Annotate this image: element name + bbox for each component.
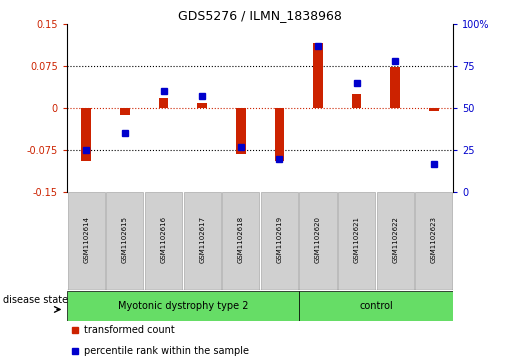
- Bar: [261, 192, 298, 290]
- Bar: [67, 291, 299, 321]
- Bar: [236, 108, 246, 154]
- Text: GSM1102614: GSM1102614: [83, 216, 89, 263]
- Bar: [390, 68, 400, 108]
- Text: GSM1102619: GSM1102619: [277, 216, 282, 263]
- Bar: [299, 291, 453, 321]
- Bar: [352, 94, 362, 108]
- Text: GSM1102621: GSM1102621: [354, 216, 359, 263]
- Text: GSM1102615: GSM1102615: [122, 216, 128, 263]
- Text: transformed count: transformed count: [84, 325, 175, 335]
- Bar: [313, 43, 323, 108]
- Bar: [106, 192, 143, 290]
- Bar: [120, 108, 130, 115]
- Bar: [376, 192, 414, 290]
- Text: Myotonic dystrophy type 2: Myotonic dystrophy type 2: [117, 301, 248, 311]
- Bar: [338, 192, 375, 290]
- Bar: [222, 192, 259, 290]
- Bar: [429, 108, 439, 111]
- Bar: [274, 108, 284, 162]
- Bar: [81, 108, 91, 162]
- Text: GSM1102622: GSM1102622: [392, 216, 398, 263]
- Text: GSM1102618: GSM1102618: [238, 216, 244, 263]
- Text: disease state: disease state: [3, 295, 67, 305]
- Bar: [145, 192, 182, 290]
- Bar: [415, 192, 452, 290]
- Text: percentile rank within the sample: percentile rank within the sample: [84, 346, 249, 356]
- Bar: [159, 98, 168, 108]
- Text: GSM1102620: GSM1102620: [315, 216, 321, 263]
- Bar: [183, 192, 220, 290]
- Bar: [197, 103, 207, 108]
- Text: GSM1102617: GSM1102617: [199, 216, 205, 263]
- Text: GSM1102623: GSM1102623: [431, 216, 437, 263]
- Bar: [67, 192, 105, 290]
- Title: GDS5276 / ILMN_1838968: GDS5276 / ILMN_1838968: [178, 9, 342, 23]
- Text: control: control: [359, 301, 393, 311]
- Bar: [299, 192, 336, 290]
- Text: GSM1102616: GSM1102616: [161, 216, 166, 263]
